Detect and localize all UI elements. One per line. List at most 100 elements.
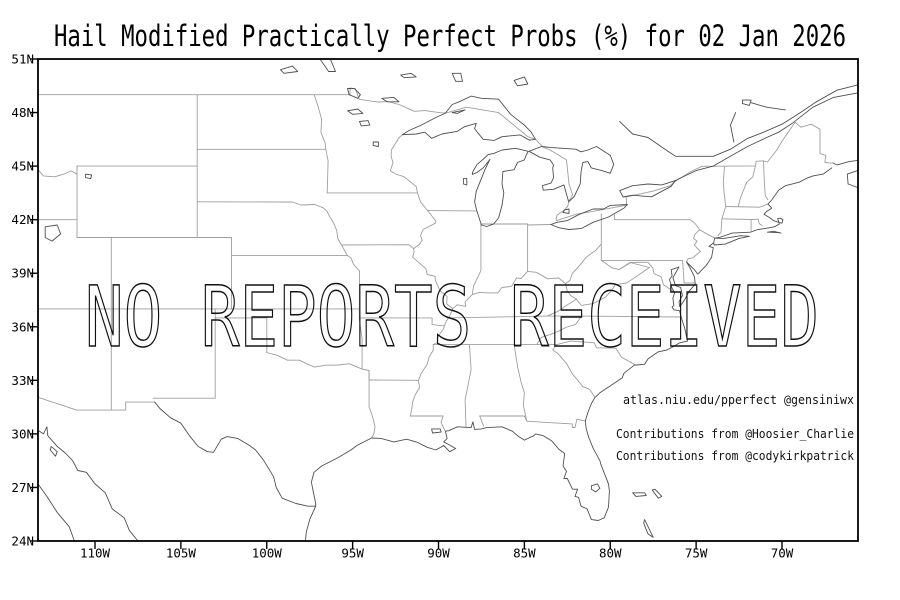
lon-tick-label: 85W <box>513 546 536 561</box>
lat-tick-label: 24N <box>11 534 34 549</box>
state-border-line <box>417 308 454 381</box>
coastline <box>154 401 317 507</box>
coastline <box>451 72 463 82</box>
coastline <box>359 120 371 127</box>
state-border-line <box>513 344 528 422</box>
coastline <box>550 204 628 230</box>
lat-tick-label: 42N <box>11 212 34 227</box>
state-border-line <box>546 298 577 317</box>
coastline <box>619 121 714 157</box>
state-border-line <box>266 352 363 370</box>
state-border-line <box>717 165 727 237</box>
lat-axis: 51N 48N 45N 42N 39N 36N 33N 30N 27N 24N <box>11 52 38 549</box>
lat-tick-label: 48N <box>11 105 34 120</box>
state-border-line <box>479 415 485 427</box>
state-border-line <box>552 344 596 398</box>
lon-tick-label: 95W <box>341 546 364 561</box>
coastline <box>832 159 858 166</box>
coastline <box>381 96 400 103</box>
coastline <box>38 426 139 541</box>
coastline <box>319 59 336 72</box>
lon-tick-label: 110W <box>80 546 111 561</box>
state-border-line <box>445 106 573 222</box>
coastline <box>347 88 361 99</box>
coastline <box>44 224 62 242</box>
state-border-line <box>325 148 329 194</box>
state-border-line <box>326 210 348 256</box>
lat-tick-label: 30N <box>11 426 34 441</box>
state-border-line <box>565 283 577 300</box>
coastline <box>513 76 529 87</box>
state-border-line <box>452 243 602 310</box>
coastline <box>766 230 782 234</box>
state-border-line <box>556 340 636 366</box>
state-border-line <box>721 218 759 220</box>
coastline <box>742 99 752 106</box>
state-border-line <box>471 223 482 296</box>
coastline <box>619 179 676 198</box>
coastline <box>713 235 750 246</box>
state-border-line <box>701 121 832 167</box>
state-border-line <box>358 317 363 370</box>
coastline <box>310 167 833 521</box>
lat-tick-label: 27N <box>11 480 34 495</box>
lat-tick-label: 39N <box>11 266 34 281</box>
coastline <box>280 65 299 74</box>
state-border-line <box>196 201 328 212</box>
lat-tick-label: 51N <box>11 52 34 67</box>
lon-tick-label: 70W <box>771 546 794 561</box>
coastline <box>562 208 570 214</box>
credit-line-3: Contributions from @codykirkpatrick <box>616 449 855 463</box>
coastline <box>730 112 737 143</box>
state-border-line <box>613 214 701 263</box>
state-border-line <box>412 192 437 277</box>
no-reports-watermark: NO REPORTS RECEIVED <box>85 268 819 366</box>
coastline <box>372 141 379 147</box>
state-border-line <box>464 344 472 428</box>
state-border-line <box>341 244 415 250</box>
coastline <box>643 519 654 538</box>
state-border-line <box>763 160 769 201</box>
lat-tick-label: 36N <box>11 319 34 334</box>
state-border-line <box>556 204 628 222</box>
credit-line-1: atlas.niu.edu/pperfect @gensiniwx <box>623 393 854 407</box>
lon-tick-label: 105W <box>166 546 197 561</box>
coastline <box>750 102 786 111</box>
state-border-line <box>434 275 454 310</box>
state-border-line <box>725 203 769 208</box>
coastline <box>400 72 417 79</box>
state-border-line <box>409 379 446 432</box>
coastline <box>431 428 442 434</box>
lon-tick-label: 75W <box>685 546 708 561</box>
state-border-line <box>446 315 682 319</box>
state-border-line <box>757 218 763 227</box>
coastline <box>401 95 536 141</box>
coastline <box>712 84 858 157</box>
plot-title: Hail Modified Practically Perfect Probs … <box>54 19 846 53</box>
credit-line-2: Contributions from @Hoosier_Charlie <box>616 427 854 441</box>
lat-tick-label: 45N <box>11 159 34 174</box>
coastline <box>632 492 647 497</box>
state-border-line <box>625 165 703 198</box>
coastline <box>462 178 468 186</box>
coastline <box>85 173 93 180</box>
state-border-line <box>38 165 78 178</box>
coastline <box>590 483 601 493</box>
map-outlines <box>38 59 858 541</box>
coastline <box>675 92 858 181</box>
state-border-line <box>110 401 156 411</box>
state-border-line <box>625 196 628 205</box>
state-border-line <box>361 368 370 381</box>
lon-tick-label: 90W <box>427 546 450 561</box>
lon-tick-label: 80W <box>599 546 622 561</box>
lon-axis: 110W 105W 100W 95W 90W 85W 80W 75W 70W <box>80 541 794 561</box>
state-border-line <box>389 134 418 194</box>
coastline <box>528 146 615 203</box>
coastline <box>471 147 529 227</box>
state-border-line <box>479 415 586 428</box>
state-border-line <box>368 370 376 439</box>
coastline <box>651 488 663 499</box>
plot-frame <box>37 58 859 542</box>
state-border-line <box>358 317 445 327</box>
